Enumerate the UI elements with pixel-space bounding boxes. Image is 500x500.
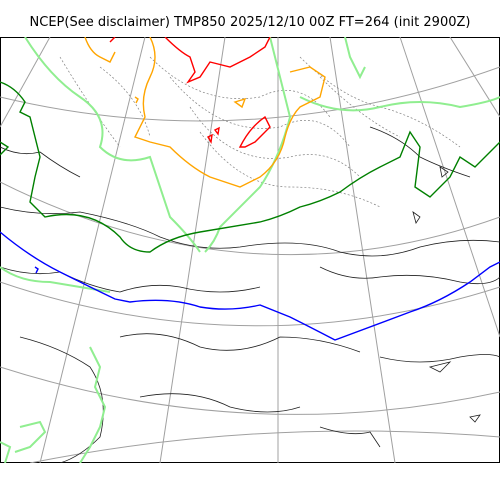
- isotherm-light-green: [0, 37, 500, 463]
- temperature-map: [0, 37, 500, 463]
- map-border: [0, 37, 500, 463]
- meridian-line: [159, 37, 226, 463]
- meridian-line: [399, 37, 500, 338]
- parallel-line: [0, 66, 500, 122]
- parallel-line: [0, 181, 500, 256]
- meridian-line: [449, 37, 500, 118]
- isotherm-red: [109, 37, 271, 148]
- graticule: [0, 37, 500, 463]
- map-title: NCEP(See disclaimer) TMP850 2025/12/10 0…: [29, 15, 471, 30]
- map-panel: [0, 37, 500, 463]
- parallel-line: [29, 430, 500, 463]
- coastlines: [0, 126, 500, 463]
- parallel-line: [0, 366, 500, 415]
- meridian-line: [329, 37, 396, 463]
- parallel-line: [0, 281, 500, 327]
- meridian-line: [39, 37, 146, 463]
- isotherm-blue: [0, 231, 500, 341]
- isotherm-green: [0, 81, 500, 253]
- meridian-line: [0, 37, 51, 128]
- isotherm-orange: [84, 37, 326, 188]
